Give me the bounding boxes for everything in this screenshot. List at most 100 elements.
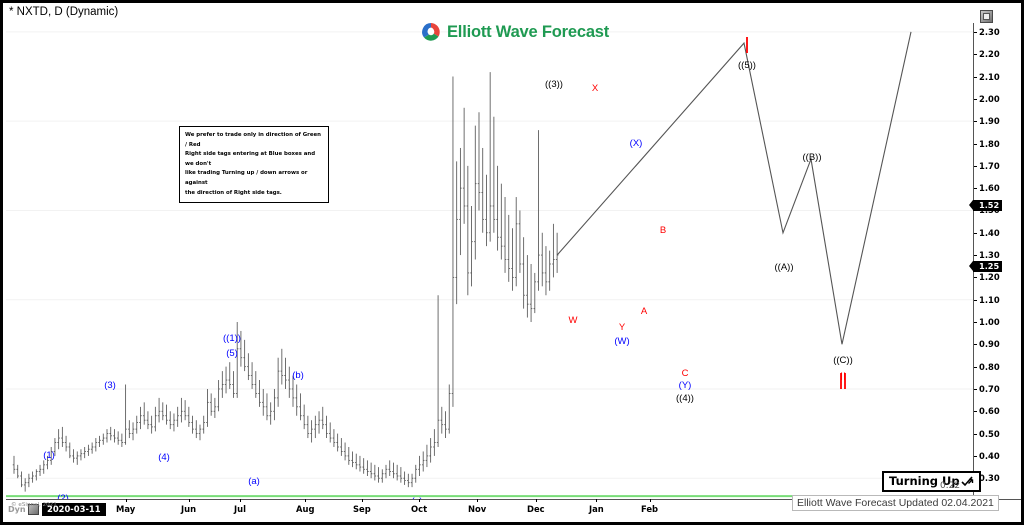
wave-label: C: [682, 368, 689, 379]
updated-stamp: Elliott Wave Forecast Updated 02.04.2021: [792, 495, 999, 511]
date-tick-aug: Aug: [296, 499, 315, 514]
note-line-1: We prefer to trade only in direction of …: [185, 132, 321, 148]
elliott-wave-swirl-icon: [421, 22, 441, 42]
price-tick: 2.10: [974, 72, 1000, 82]
date-tick-feb: Feb: [641, 499, 659, 514]
tick-mark: [974, 232, 977, 234]
price-tick: 1.30: [974, 250, 1000, 260]
price-tick: 0.60: [974, 406, 1000, 416]
note-line-4: the direction of Right side tags.: [185, 189, 282, 196]
price-axis[interactable]: 2.302.202.102.001.901.801.701.601.501.40…: [968, 23, 1018, 506]
wave-label: II: [840, 371, 846, 383]
check-and-up-arrow-icon: [960, 475, 973, 486]
price-tick: 1.10: [974, 295, 1000, 305]
wave-label: (b): [292, 370, 304, 381]
tick-mark: [974, 255, 977, 257]
selected-date-tag: 2020-03-11: [42, 503, 106, 516]
date-tick-jul: Jul: [234, 499, 246, 514]
wave-label: ((5)): [738, 60, 756, 71]
ohlc-bars: [12, 72, 559, 492]
wave-label: (X): [630, 138, 643, 149]
tick-mark: [974, 165, 977, 167]
dynamic-toggle-icon[interactable]: [28, 504, 39, 515]
turning-up-label: Turning Up: [889, 474, 960, 488]
price-tick: 1.60: [974, 183, 1000, 193]
tick-mark: [974, 98, 977, 100]
price-plot-area[interactable]: (1)(2)(3)(4)(5)((1))(a)(b)(c)((2))((3))W…: [6, 23, 979, 505]
wave-label: (Y): [679, 380, 692, 391]
wave-label: (5): [226, 348, 238, 359]
price-tick-label: 2.30: [979, 26, 1000, 37]
price-tick: 1.20: [974, 272, 1000, 282]
date-tick-oct: Oct: [411, 499, 428, 514]
price-tick-label: 0.80: [979, 361, 1000, 372]
wave-label: ((3)): [545, 79, 563, 90]
price-tick-label: 1.30: [979, 250, 1000, 261]
tick-mark: [974, 121, 977, 123]
price-tick: 0.50: [974, 429, 1000, 439]
price-tick-label: 1.90: [979, 116, 1000, 127]
price-tick-label: 2.00: [979, 93, 1000, 104]
symbol-title: * NXTD, D (Dynamic): [9, 6, 119, 18]
date-tick-nov: Nov: [468, 499, 487, 514]
tick-mark: [974, 277, 977, 279]
price-tick-label: 0.50: [979, 428, 1000, 439]
tick-mark: [974, 54, 977, 56]
price-tick-label: 0.90: [979, 339, 1000, 350]
tick-mark: [974, 188, 977, 190]
wave-label: ((4)): [676, 393, 694, 404]
price-tick-label: 0.40: [979, 450, 1000, 461]
copyright-text: © eSignal, 2021: [11, 502, 57, 508]
price-tick-label: 2.10: [979, 71, 1000, 82]
price-marker-tag: 1.25: [968, 260, 1003, 272]
price-tick-label: 0.60: [979, 406, 1000, 417]
price-tick: 1.70: [974, 161, 1000, 171]
wave-label: (4): [158, 452, 170, 463]
tick-mark: [974, 143, 977, 145]
date-tick-may: May: [116, 499, 136, 514]
wave-label: (2): [57, 493, 69, 504]
date-tick-sep: Sep: [353, 499, 371, 514]
status-badge-turning-up[interactable]: Turning Up: [882, 471, 981, 492]
tick-mark: [974, 411, 977, 413]
date-tick-jun: Jun: [181, 499, 197, 514]
chart-canvas: (1)(2)(3)(4)(5)((1))(a)(b)(c)((2))((3))W…: [6, 31, 979, 505]
price-tick-label: 1.40: [979, 227, 1000, 238]
price-tick: 0.70: [974, 384, 1000, 394]
wave-label: ((B)): [803, 152, 822, 163]
date-axis[interactable]: Dyn 2020-03-11 May Jun Jul Aug Sep Oct Nov Dec J…: [6, 499, 1021, 519]
tick-mark: [974, 433, 977, 435]
price-tick-label: 1.20: [979, 272, 1000, 283]
wave-annotations: (1)(2)(3)(4)(5)((1))(a)(b)(c)((2))((3))W…: [43, 41, 853, 505]
price-tick-label: 1.10: [979, 294, 1000, 305]
note-line-3: like trading Turning up / down arrows or…: [185, 170, 308, 187]
price-tick: 1.80: [974, 139, 1000, 149]
price-tick: 1.40: [974, 228, 1000, 238]
support-level-label: 0.22: [940, 481, 961, 491]
restore-window-icon[interactable]: [980, 10, 993, 23]
price-tick: 2.20: [974, 49, 1000, 59]
date-tick-jan: Jan: [589, 499, 604, 514]
price-tick-label: 1.70: [979, 160, 1000, 171]
price-tick-label: 1.60: [979, 183, 1000, 194]
price-tick-label: 1.00: [979, 317, 1000, 328]
tick-mark: [974, 455, 977, 457]
price-tick-label: 0.30: [979, 473, 1000, 484]
trading-note-box: We prefer to trade only in direction of …: [179, 126, 329, 204]
price-tick: 0.40: [974, 451, 1000, 461]
note-line-2: Right side tags entering at Blue boxes a…: [185, 151, 316, 167]
price-tick-label: 1.80: [979, 138, 1000, 149]
price-tick: 1.90: [974, 116, 1000, 126]
price-tick: 2.30: [974, 27, 1000, 37]
tick-mark: [974, 76, 977, 78]
tick-mark: [974, 366, 977, 368]
dyn-label: Dyn: [8, 505, 26, 514]
brand-logo-text: Elliott Wave Forecast: [447, 22, 610, 41]
forecast-path: [556, 31, 912, 345]
price-tick: 1.00: [974, 317, 1000, 327]
wave-label: I: [745, 41, 748, 53]
wave-label: Y: [619, 322, 626, 333]
price-tick-label: 2.20: [979, 49, 1000, 60]
tick-mark: [974, 322, 977, 324]
